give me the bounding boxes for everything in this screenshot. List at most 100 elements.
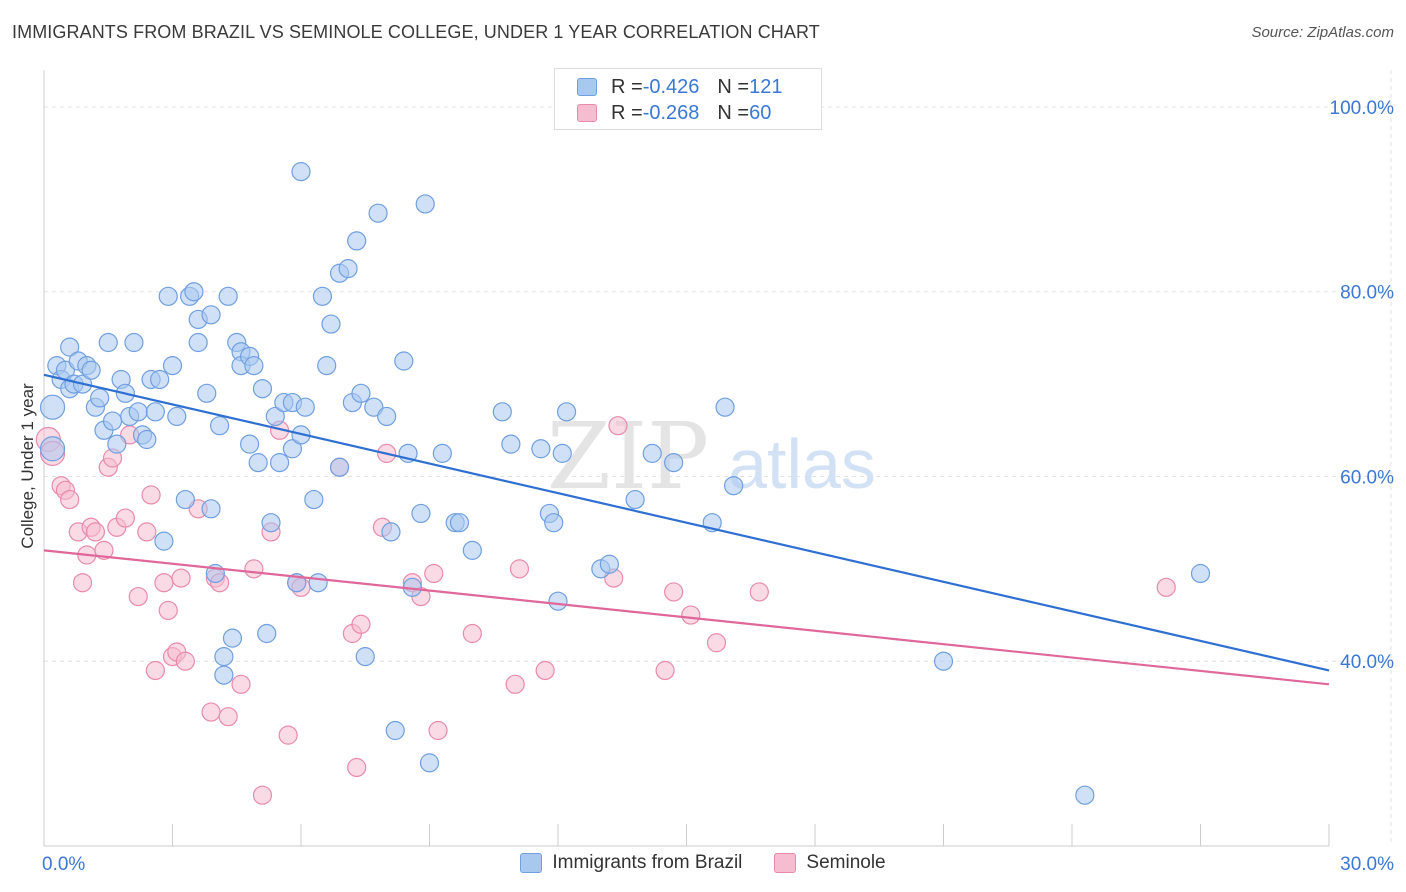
brazil-point-85 <box>411 503 431 524</box>
source-credit: Source: ZipAtlas.com <box>1251 24 1394 41</box>
brazil-point-45 <box>222 628 243 648</box>
brazil-point-1 <box>39 436 66 462</box>
seminole-point-42 <box>351 614 371 634</box>
seminole-point-14 <box>115 508 135 528</box>
brazil-point-32 <box>175 489 195 510</box>
y-tick-label-0: 40.0% <box>1340 652 1394 673</box>
brazil-point-108 <box>933 651 954 671</box>
seminole-point-27 <box>201 702 221 722</box>
seminole-point-49 <box>462 623 482 644</box>
brazil-point-94 <box>531 439 551 459</box>
brazil-point-30 <box>162 356 183 376</box>
series-legend-item-brazil: Immigrants from Brazil <box>520 852 742 874</box>
series-name-brazil: Immigrants from Brazil <box>552 852 743 873</box>
brazil-point-109 <box>1075 785 1095 805</box>
brazil-point-101 <box>599 554 620 574</box>
legend-n-label: N = <box>717 75 750 98</box>
brazil-points <box>39 162 1211 805</box>
brazil-point-79 <box>377 406 397 427</box>
brazil-point-43 <box>214 647 234 667</box>
seminole-point-33 <box>252 785 273 805</box>
brazil-point-98 <box>552 443 572 463</box>
brazil-point-64 <box>295 397 315 417</box>
seminole-point-58 <box>706 633 727 653</box>
series-swatch-brazil <box>520 853 543 873</box>
brazil-point-96 <box>544 513 564 533</box>
brazil-point-92 <box>492 402 512 422</box>
brazil-point-87 <box>419 753 440 773</box>
seminole-point-20 <box>154 573 174 593</box>
brazil-point-88 <box>432 443 452 463</box>
brazil-point-106 <box>715 397 735 417</box>
series-legend: Immigrants from Brazil Seminole <box>0 852 1406 874</box>
seminole-point-31 <box>231 674 251 694</box>
brazil-point-17 <box>107 434 127 454</box>
seminole-point-19 <box>145 660 165 681</box>
seminole-point-47 <box>424 563 444 584</box>
trend-lines <box>43 373 1330 686</box>
brazil-point-99 <box>556 402 577 422</box>
brazil-point-0 <box>39 394 66 420</box>
seminole-point-4 <box>60 489 80 510</box>
legend-n-value-seminole: 60 <box>749 101 772 124</box>
legend-r-label: R = <box>611 75 643 98</box>
brazil-point-104 <box>664 453 684 473</box>
seminole-point-32 <box>244 559 264 579</box>
brazil-point-65 <box>304 489 324 510</box>
brazil-point-37 <box>197 383 217 403</box>
brazil-point-34 <box>184 282 204 302</box>
seminole-point-18 <box>141 485 161 505</box>
watermark-zip: ZIP <box>547 403 709 510</box>
seminole-point-36 <box>278 725 298 745</box>
brazil-point-49 <box>240 434 260 454</box>
brazil-point-11 <box>81 360 101 380</box>
brazil-point-54 <box>257 623 277 644</box>
seminole-point-41 <box>347 757 367 778</box>
legend-r-value-brazil: -0.426 <box>642 75 700 98</box>
y-tick-label-1: 60.0% <box>1340 467 1394 488</box>
correlation-legend: R = -0.426 N = 121 R = -0.268 N = 60 <box>554 68 822 130</box>
brazil-point-75 <box>351 383 371 403</box>
brazil-point-74 <box>347 231 367 251</box>
seminole-point-56 <box>664 582 684 602</box>
brazil-point-53 <box>252 379 273 399</box>
brazil-point-107 <box>724 476 744 496</box>
brazil-point-26 <box>145 402 165 422</box>
brazil-point-69 <box>321 314 341 334</box>
brazil-point-97 <box>548 591 568 611</box>
watermark: ZIP atlas <box>547 403 876 510</box>
series-name-seminole: Seminole <box>806 852 886 873</box>
series-legend-item-seminole: Seminole <box>774 852 886 874</box>
brazil-point-110 <box>1190 563 1211 584</box>
seminole-point-16 <box>128 586 148 607</box>
brazil-point-66 <box>308 573 328 593</box>
watermark-atlas: atlas <box>728 425 876 503</box>
legend-n-value-brazil: 121 <box>749 75 783 98</box>
seminole-point-50 <box>505 674 525 694</box>
brazil-point-82 <box>394 351 414 371</box>
seminole-point-59 <box>749 582 769 602</box>
brazil-point-81 <box>385 720 405 741</box>
brazil-point-93 <box>501 434 521 454</box>
brazil-point-51 <box>244 356 264 376</box>
seminole-point-60 <box>1156 577 1176 597</box>
brazil-point-38 <box>201 305 221 325</box>
brazil-point-41 <box>210 416 230 436</box>
brazil-point-60 <box>282 439 303 459</box>
brazil-trend-line <box>43 373 1330 672</box>
brazil-point-68 <box>317 356 337 376</box>
seminole-point-55 <box>655 660 675 681</box>
seminole-trend-line <box>43 549 1330 686</box>
brazil-point-78 <box>368 203 388 223</box>
brazil-point-16 <box>102 411 123 431</box>
seminole-point-54 <box>608 416 628 436</box>
brazil-point-5 <box>60 337 80 357</box>
brazil-point-35 <box>188 332 208 353</box>
legend-r-label: R = <box>611 101 643 124</box>
brazil-point-44 <box>218 286 238 306</box>
legend-row-seminole: R = -0.268 N = 60 <box>577 101 771 125</box>
legend-swatch-seminole <box>577 104 597 122</box>
legend-n-label: N = <box>717 101 750 124</box>
seminole-point-24 <box>171 568 191 588</box>
